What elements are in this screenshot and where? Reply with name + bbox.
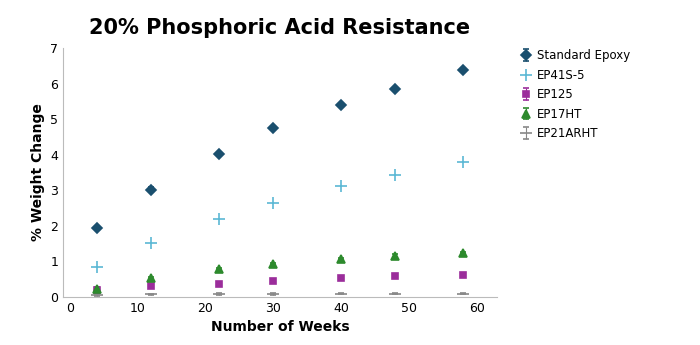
Y-axis label: % Weight Change: % Weight Change [31, 104, 45, 242]
X-axis label: Number of Weeks: Number of Weeks [211, 320, 349, 334]
Title: 20% Phosphoric Acid Resistance: 20% Phosphoric Acid Resistance [90, 18, 470, 38]
Legend: Standard Epoxy, EP41S-5, EP125, EP17HT, EP21ARHT: Standard Epoxy, EP41S-5, EP125, EP17HT, … [520, 49, 630, 140]
